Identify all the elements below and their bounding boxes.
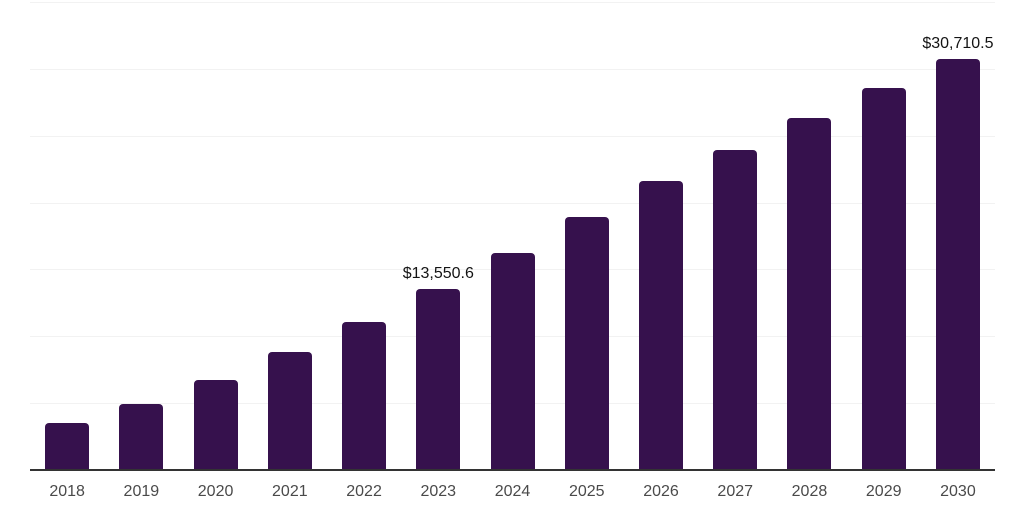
x-tick-label-2028: 2028 — [791, 483, 828, 500]
x-tick-label-2021: 2021 — [272, 483, 308, 500]
bar-2018 — [45, 423, 90, 470]
bar-2028 — [787, 117, 832, 470]
bar-value-label-2030: $30,710.5 — [922, 35, 994, 53]
bar-2025 — [564, 217, 609, 470]
bar-2027 — [713, 149, 758, 470]
x-tick-label-2018: 2018 — [49, 483, 85, 500]
bar-slot-2029 — [847, 2, 921, 470]
x-tick-label-2030: 2030 — [940, 483, 976, 500]
bar-2021 — [267, 351, 312, 470]
x-tick-label-2019: 2019 — [123, 483, 160, 500]
bar-2019 — [119, 404, 164, 470]
bar-slot-2020 — [178, 2, 252, 470]
gridline-20000 — [30, 202, 995, 204]
x-axis-line — [30, 469, 995, 471]
x-tick-label-2026: 2026 — [643, 483, 679, 500]
bar-2020 — [193, 380, 238, 470]
bar-slot-2026 — [624, 2, 698, 470]
gridline-30000 — [30, 68, 995, 70]
bar-slot-2030: $30,710.5 — [921, 2, 995, 470]
bar-slot-2024 — [475, 2, 549, 470]
bar-slot-2019 — [104, 2, 178, 470]
x-tick-label-2025: 2025 — [568, 483, 605, 500]
bar-slot-2021 — [253, 2, 327, 470]
x-tick-label-2020: 2020 — [197, 483, 234, 500]
bar-2023 — [416, 288, 461, 470]
x-axis-labels: 2018 2019 2020 2021 2022 2023 2024 2025 2026 2027… — [30, 482, 995, 506]
x-tick-label-2024: 2024 — [494, 483, 531, 500]
bar-slot-2025 — [550, 2, 624, 470]
bar-2030 — [935, 59, 980, 470]
x-tick-label-2029: 2029 — [865, 483, 902, 500]
bar-2024 — [490, 253, 535, 470]
x-tick-label-2023: 2023 — [420, 483, 457, 500]
bar-slot-2023: $13,550.6 — [401, 2, 475, 470]
bar-2026 — [638, 180, 683, 470]
x-tick-label-2022: 2022 — [346, 483, 382, 500]
gridline-25000 — [30, 135, 995, 137]
bar-slot-2018 — [30, 2, 104, 470]
x-tick-label-2027: 2027 — [717, 483, 754, 500]
plot-area: $13,550.6 $30,710.5 — [30, 2, 995, 470]
bar-slot-2028 — [772, 2, 846, 470]
bar-slot-2027 — [698, 2, 772, 470]
bar-2029 — [861, 87, 906, 470]
gridline-35000 — [30, 2, 995, 3]
bars-container: $13,550.6 $30,710.5 — [30, 2, 995, 470]
bar-2022 — [342, 321, 387, 470]
bar-slot-2022 — [327, 2, 401, 470]
bar-value-label-2023: $13,550.6 — [402, 264, 474, 282]
